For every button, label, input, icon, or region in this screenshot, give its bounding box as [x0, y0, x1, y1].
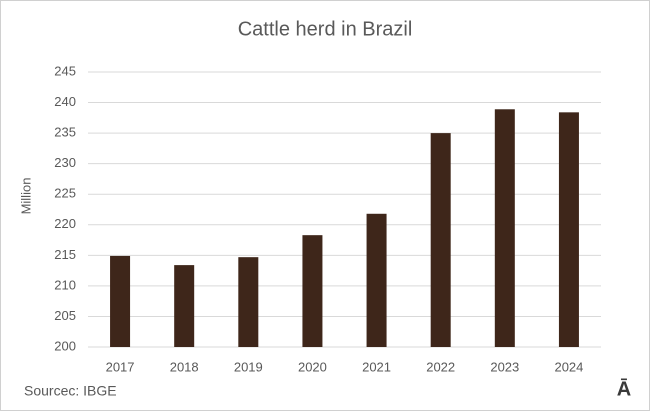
y-tick-label: 225	[54, 186, 76, 201]
x-tick-label: 2024	[554, 359, 583, 374]
bar	[366, 213, 387, 347]
bar	[558, 112, 579, 347]
x-tick-label: 2022	[426, 359, 455, 374]
x-tick-label: 2017	[106, 359, 135, 374]
y-tick-label: 220	[54, 216, 76, 231]
chart-title: Cattle herd in Brazil	[238, 18, 413, 40]
x-tick-label: 2021	[362, 359, 391, 374]
x-tick-label: 2019	[234, 359, 263, 374]
y-tick-label: 230	[54, 155, 76, 170]
y-tick-label: 245	[54, 63, 76, 78]
x-tick-label: 2018	[170, 359, 199, 374]
y-tick-label: 235	[54, 125, 76, 140]
y-tick-label: 215	[54, 247, 76, 262]
y-axis-label: Million	[18, 178, 33, 215]
bar	[494, 109, 515, 348]
bar	[302, 235, 323, 347]
y-tick-label: 240	[54, 94, 76, 109]
x-tick-label: 2023	[490, 359, 519, 374]
y-tick-label: 205	[54, 308, 76, 323]
bar	[238, 257, 259, 347]
bar	[174, 265, 195, 347]
source: Sourcec: IBGE	[24, 383, 117, 399]
y-tick-label: 200	[54, 338, 76, 353]
bar	[110, 255, 131, 347]
logo: Ā	[617, 378, 631, 400]
bar	[430, 133, 451, 347]
x-tick-label: 2020	[298, 359, 327, 374]
y-tick-label: 210	[54, 277, 76, 292]
